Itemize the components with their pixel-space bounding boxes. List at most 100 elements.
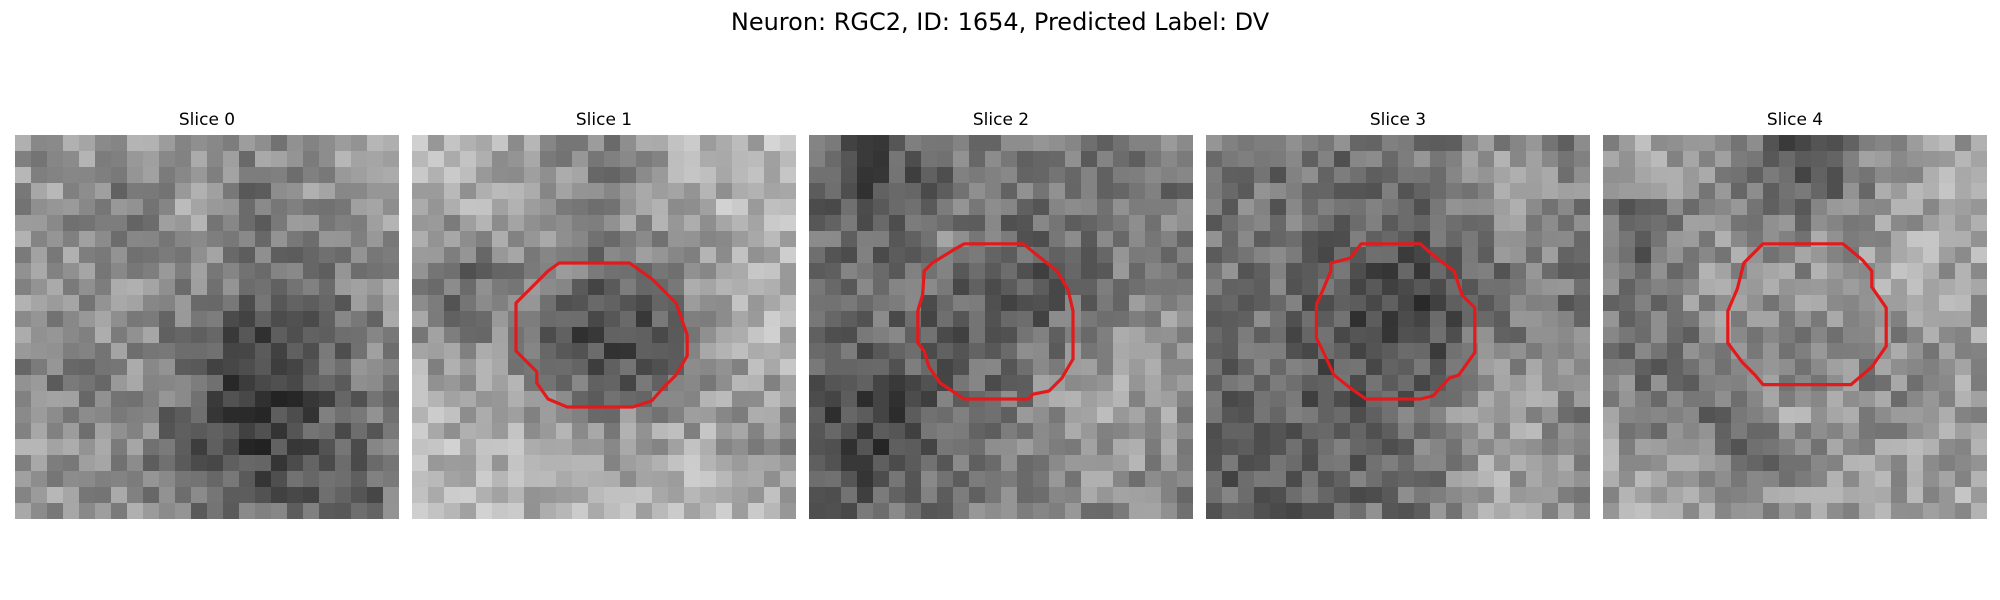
image-pixel	[524, 167, 541, 184]
image-pixel	[1667, 231, 1684, 248]
image-pixel	[1651, 423, 1668, 440]
image-pixel	[255, 311, 272, 328]
image-pixel	[1462, 375, 1479, 392]
image-pixel	[1526, 487, 1543, 504]
image-pixel	[1065, 135, 1082, 152]
image-pixel	[873, 439, 890, 456]
image-pixel	[572, 455, 589, 472]
image-pixel	[588, 439, 605, 456]
image-pixel	[825, 407, 842, 424]
image-pixel	[1827, 407, 1844, 424]
image-pixel	[444, 471, 461, 488]
image-pixel	[1065, 471, 1082, 488]
image-pixel	[1619, 231, 1636, 248]
image-pixel	[1811, 455, 1828, 472]
image-pixel	[1350, 295, 1367, 312]
image-pixel	[63, 327, 80, 344]
image-pixel	[732, 423, 749, 440]
image-pixel	[524, 311, 541, 328]
image-pixel	[572, 311, 589, 328]
image-pixel	[700, 407, 717, 424]
slice-panel-2: Slice 2	[809, 110, 1193, 519]
image-pixel	[937, 359, 954, 376]
image-pixel	[1635, 279, 1652, 296]
image-pixel	[572, 327, 589, 344]
image-pixel	[191, 247, 208, 264]
image-pixel	[1923, 471, 1940, 488]
image-pixel	[1286, 311, 1303, 328]
image-pixel	[1049, 407, 1066, 424]
image-pixel	[1446, 183, 1463, 200]
image-pixel	[716, 311, 733, 328]
image-pixel	[476, 439, 493, 456]
image-pixel	[1971, 439, 1987, 456]
image-pixel	[1526, 407, 1543, 424]
image-pixel	[841, 183, 858, 200]
image-pixel	[1414, 135, 1431, 152]
image-pixel	[428, 311, 445, 328]
image-pixel	[1667, 487, 1684, 504]
image-pixel	[1827, 391, 1844, 408]
image-pixel	[1494, 231, 1511, 248]
image-pixel	[1382, 503, 1399, 519]
image-pixel	[95, 391, 112, 408]
image-pixel	[63, 279, 80, 296]
image-pixel	[1001, 135, 1018, 152]
image-pixel	[460, 439, 477, 456]
image-pixel	[1177, 183, 1193, 200]
image-pixel	[1302, 327, 1319, 344]
image-pixel	[1526, 375, 1543, 392]
image-pixel	[873, 183, 890, 200]
image-pixel	[1939, 327, 1956, 344]
image-pixel	[15, 407, 32, 424]
image-pixel	[47, 407, 64, 424]
image-pixel	[825, 375, 842, 392]
image-pixel	[1859, 231, 1876, 248]
image-pixel	[383, 503, 399, 519]
image-pixel	[476, 503, 493, 519]
image-pixel	[748, 487, 765, 504]
image-pixel	[1779, 423, 1796, 440]
image-pixel	[15, 151, 32, 168]
image-pixel	[1907, 279, 1924, 296]
image-pixel	[1318, 151, 1335, 168]
image-pixel	[111, 135, 128, 152]
image-pixel	[47, 439, 64, 456]
image-pixel	[1430, 311, 1447, 328]
image-pixel	[1683, 311, 1700, 328]
image-pixel	[1222, 183, 1239, 200]
image-pixel	[857, 263, 874, 280]
image-pixel	[668, 183, 685, 200]
image-pixel	[556, 407, 573, 424]
image-pixel	[111, 503, 128, 519]
image-pixel	[1430, 167, 1447, 184]
image-pixel	[31, 151, 48, 168]
image-pixel	[1907, 375, 1924, 392]
image-pixel	[604, 439, 621, 456]
image-pixel	[223, 231, 240, 248]
image-pixel	[47, 423, 64, 440]
image-pixel	[873, 279, 890, 296]
image-pixel	[1635, 215, 1652, 232]
image-pixel	[255, 199, 272, 216]
image-pixel	[1619, 487, 1636, 504]
image-pixel	[636, 231, 653, 248]
image-pixel	[1161, 359, 1178, 376]
image-pixel	[873, 295, 890, 312]
image-pixel	[889, 135, 906, 152]
image-pixel	[953, 295, 970, 312]
image-pixel	[1302, 151, 1319, 168]
image-pixel	[841, 295, 858, 312]
image-pixel	[444, 183, 461, 200]
image-pixel	[1161, 231, 1178, 248]
image-pixel	[159, 167, 176, 184]
image-pixel	[1254, 359, 1271, 376]
image-pixel	[127, 247, 144, 264]
image-pixel	[1667, 311, 1684, 328]
image-pixel	[873, 487, 890, 504]
image-pixel	[857, 327, 874, 344]
image-pixel	[809, 199, 826, 216]
image-pixel	[1430, 199, 1447, 216]
image-pixel	[684, 487, 701, 504]
image-pixel	[748, 407, 765, 424]
